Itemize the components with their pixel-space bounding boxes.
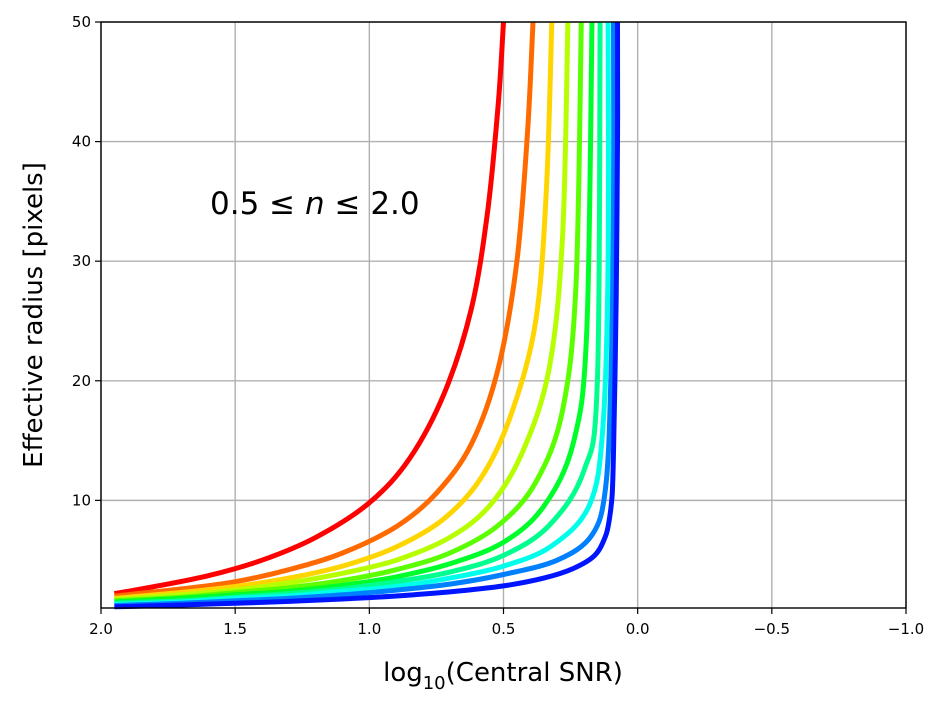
series-line-10 <box>114 21 621 610</box>
x-tick-label: 1.0 <box>357 620 381 638</box>
y-tick-label: 20 <box>72 372 91 390</box>
y-axis-label: Effective radius [pixels] <box>19 162 49 468</box>
x-axis-label-rest: (Central SNR) <box>446 658 623 688</box>
annotation-pre: 0.5 ≤ <box>210 186 305 222</box>
series-line-2 <box>114 21 536 599</box>
y-tick-label: 30 <box>72 252 91 270</box>
series-line-9 <box>114 21 617 609</box>
annotation-label: 0.5 ≤ n ≤ 2.0 <box>210 186 420 222</box>
series-curves <box>113 21 621 610</box>
series-line-3 <box>114 21 555 601</box>
series-line-1 <box>113 21 506 597</box>
x-axis-label: log10(Central SNR) <box>383 658 623 694</box>
x-axis-label-subscript: 10 <box>423 673 446 694</box>
x-tick-label: 2.0 <box>89 620 113 638</box>
x-axis-label-log: log <box>383 658 423 688</box>
x-tick-label: 0.5 <box>492 620 516 638</box>
x-tick-label: −1.0 <box>888 620 924 638</box>
annotation-post: ≤ 2.0 <box>325 186 420 222</box>
x-tick-label: 1.5 <box>223 620 247 638</box>
annotation-variable: n <box>305 186 325 222</box>
y-tick-label: 40 <box>72 133 91 151</box>
y-tick-label: 10 <box>72 491 91 509</box>
axis-ticks: 2.0 1.5 1.0 0.5 0.0 −0.5 −1.0 10 20 30 40 50 <box>72 13 924 638</box>
x-tick-label: 0.0 <box>626 620 650 638</box>
y-tick-label: 50 <box>72 13 91 31</box>
x-tick-label: −0.5 <box>754 620 790 638</box>
